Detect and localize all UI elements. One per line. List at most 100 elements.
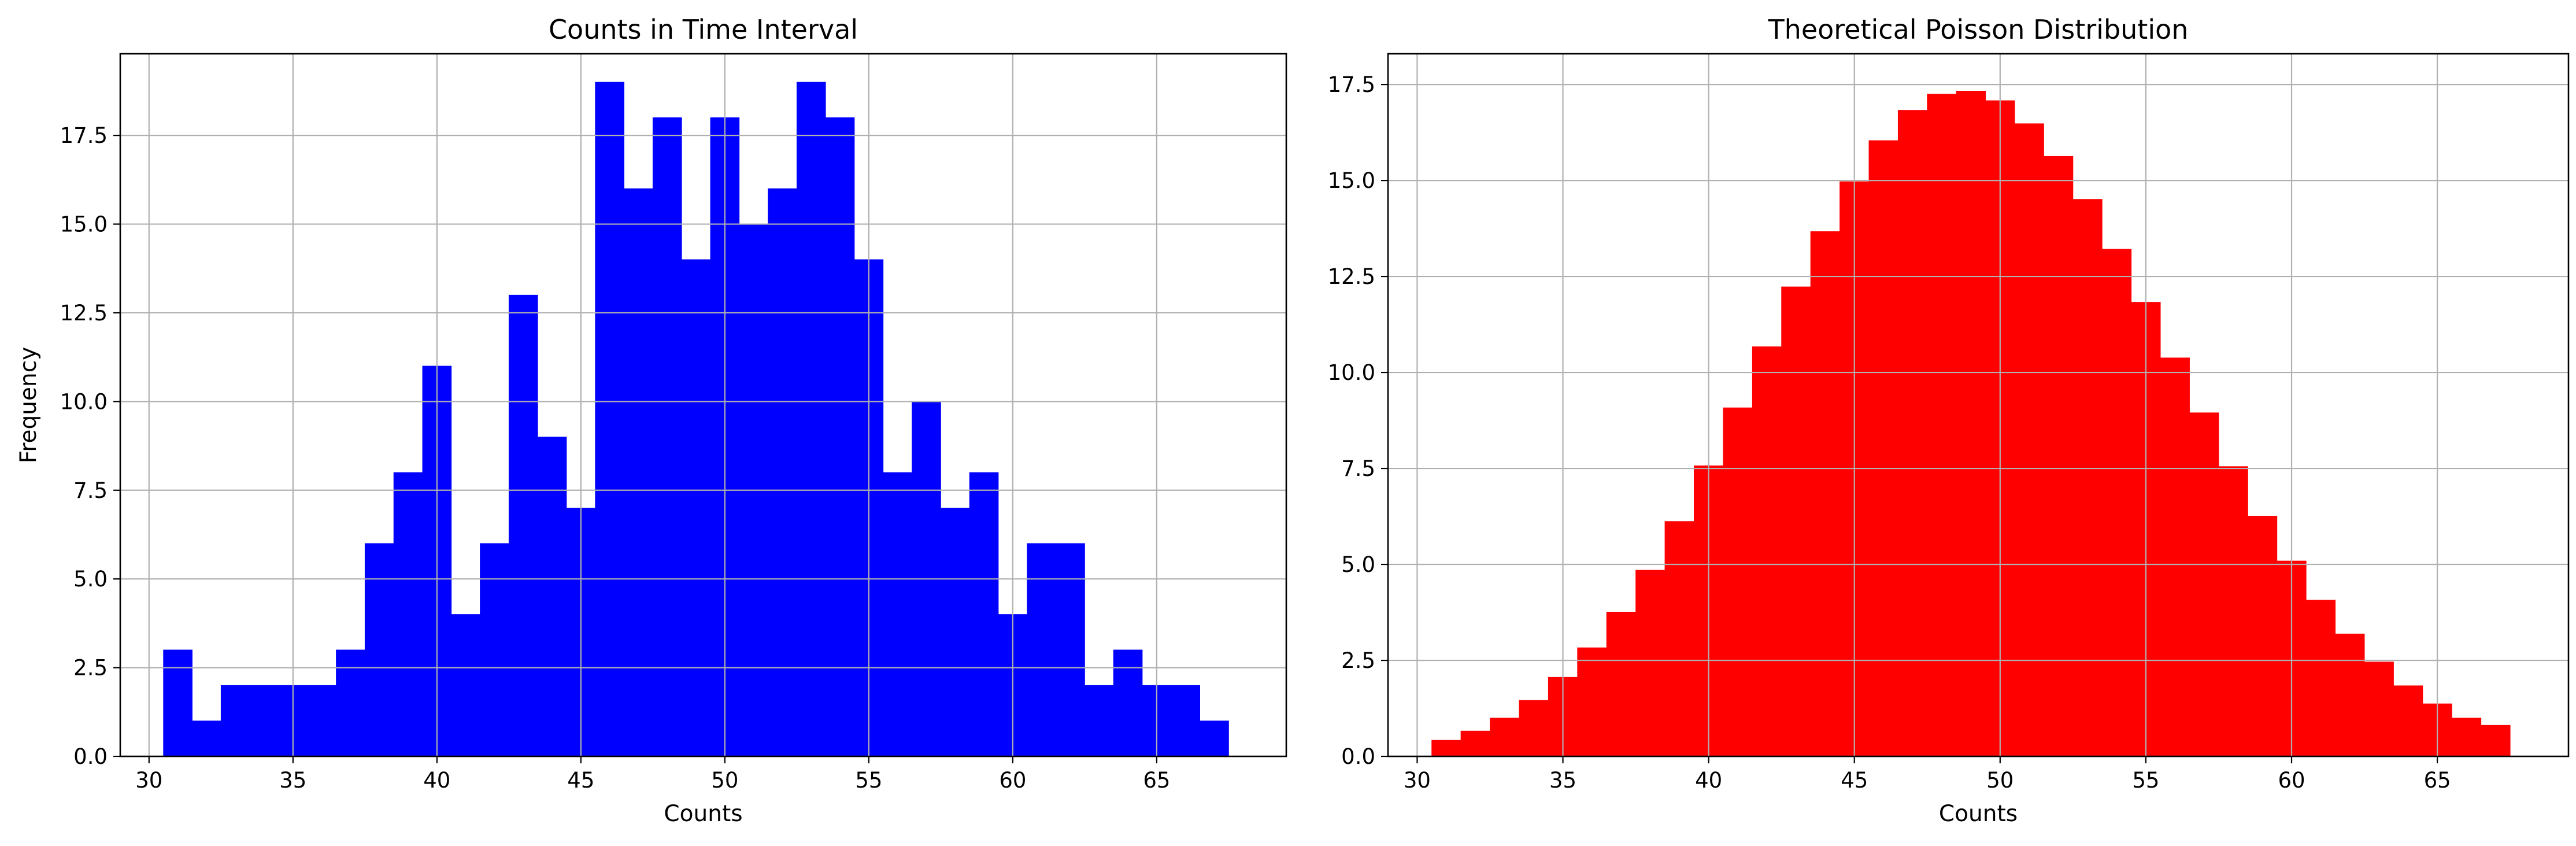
y-tick-label: 2.5 — [73, 656, 108, 681]
bar — [1723, 407, 1753, 757]
y-tick-label: 5.0 — [1341, 552, 1375, 577]
x-axis-label: Counts — [1939, 801, 2018, 827]
x-tick-label: 40 — [1695, 768, 1722, 793]
bar — [1956, 91, 1986, 757]
bar — [1027, 543, 1056, 757]
x-axis-label: Counts — [664, 801, 742, 827]
bar — [2218, 466, 2248, 757]
bar — [2160, 357, 2190, 757]
bar — [681, 259, 711, 757]
bar — [624, 188, 653, 757]
bar — [825, 117, 855, 757]
bar — [364, 543, 394, 757]
bar — [2305, 600, 2336, 757]
bar — [1490, 718, 1520, 757]
bar — [220, 685, 250, 757]
bar — [1606, 611, 1636, 757]
bar — [1460, 730, 1490, 757]
x-tick-label: 45 — [567, 768, 594, 793]
grid — [120, 54, 1286, 758]
x-tick-label: 55 — [855, 768, 882, 793]
y-tick-label: 17.5 — [60, 123, 108, 148]
bar — [1927, 94, 1957, 757]
y-tick-label: 12.5 — [1328, 264, 1375, 289]
axes-frame — [119, 53, 1287, 758]
bar — [2014, 123, 2044, 757]
bar — [595, 82, 624, 757]
bar — [1056, 543, 1085, 757]
bar — [1577, 647, 1607, 757]
bar — [796, 82, 826, 757]
bar — [1200, 721, 1229, 757]
bar — [969, 472, 999, 757]
x-tick-label: 50 — [1986, 768, 2014, 793]
bar — [393, 472, 423, 757]
x-tick-label: 55 — [2132, 768, 2159, 793]
y-tick-label: 10.0 — [1328, 360, 1375, 385]
bar — [2451, 718, 2482, 757]
y-tick-label: 5.0 — [73, 567, 108, 592]
bar — [883, 472, 912, 757]
y-tick-label: 10.0 — [60, 389, 108, 414]
x-tick-label: 60 — [999, 768, 1026, 793]
x-tick-label: 50 — [711, 768, 738, 793]
bar — [940, 508, 970, 757]
bar — [1664, 521, 1694, 757]
bar — [1897, 110, 1928, 757]
bar — [1868, 140, 1898, 757]
bar — [537, 437, 567, 757]
bar-group — [163, 82, 1229, 757]
y-tick-label: 15.0 — [60, 212, 108, 237]
y-tick-label: 7.5 — [73, 478, 108, 503]
y-tick-label: 15.0 — [1328, 168, 1375, 193]
x-tick-label: 40 — [423, 768, 450, 793]
bar — [1752, 346, 1782, 757]
bar — [508, 294, 538, 757]
bar — [2335, 633, 2365, 757]
bar — [1171, 685, 1200, 757]
bar — [1810, 231, 1840, 757]
bar — [249, 685, 279, 757]
bar — [1084, 685, 1114, 757]
bar — [768, 188, 797, 757]
bar — [1781, 286, 1811, 757]
x-tick-label: 30 — [135, 768, 162, 793]
bar — [1635, 570, 1665, 757]
y-tick-label: 7.5 — [1341, 456, 1375, 481]
chart-title: Theoretical Poisson Distribution — [1768, 14, 2189, 45]
bar — [307, 685, 336, 757]
chart-title: Counts in Time Interval — [549, 14, 858, 45]
histogram-panel-poisson: 30 35 40 45 50 55 60 65 0.0 2.5 5.0 7.5 10.0 12.5 15.0… — [1328, 14, 2570, 827]
histogram-panel-observed: 30 35 40 45 50 55 60 65 0.0 2.5 5.0 7.5 10.0 12.5 15.0… — [16, 14, 1287, 827]
x-tick-label: 35 — [279, 768, 306, 793]
x-tick-label: 60 — [2278, 768, 2305, 793]
bar — [1113, 649, 1143, 757]
bar — [480, 543, 509, 757]
y-tick-label: 0.0 — [1341, 744, 1375, 769]
x-tick-label: 65 — [1143, 768, 1170, 793]
bar — [2189, 412, 2219, 757]
bar — [1431, 740, 1461, 757]
bar — [336, 649, 365, 757]
bar — [2364, 662, 2394, 757]
y-tick-label: 2.5 — [1341, 648, 1375, 673]
bar — [163, 649, 193, 757]
y-tick-label: 12.5 — [60, 301, 108, 326]
bar — [2072, 199, 2103, 757]
axes-frame — [1387, 53, 2570, 758]
bar — [2481, 725, 2511, 757]
bar — [1519, 700, 1549, 757]
x-tick-label: 35 — [1549, 768, 1576, 793]
bar — [2247, 515, 2278, 757]
bar — [451, 614, 480, 757]
bar — [652, 117, 682, 757]
bar — [2101, 249, 2132, 757]
x-tick-label: 65 — [2424, 768, 2451, 793]
bar — [192, 721, 221, 757]
bar — [2393, 685, 2423, 757]
y-tick-label: 17.5 — [1328, 72, 1375, 97]
x-tick-label: 45 — [1841, 768, 1868, 793]
x-tick-label: 30 — [1404, 768, 1431, 793]
bar — [2044, 156, 2074, 757]
